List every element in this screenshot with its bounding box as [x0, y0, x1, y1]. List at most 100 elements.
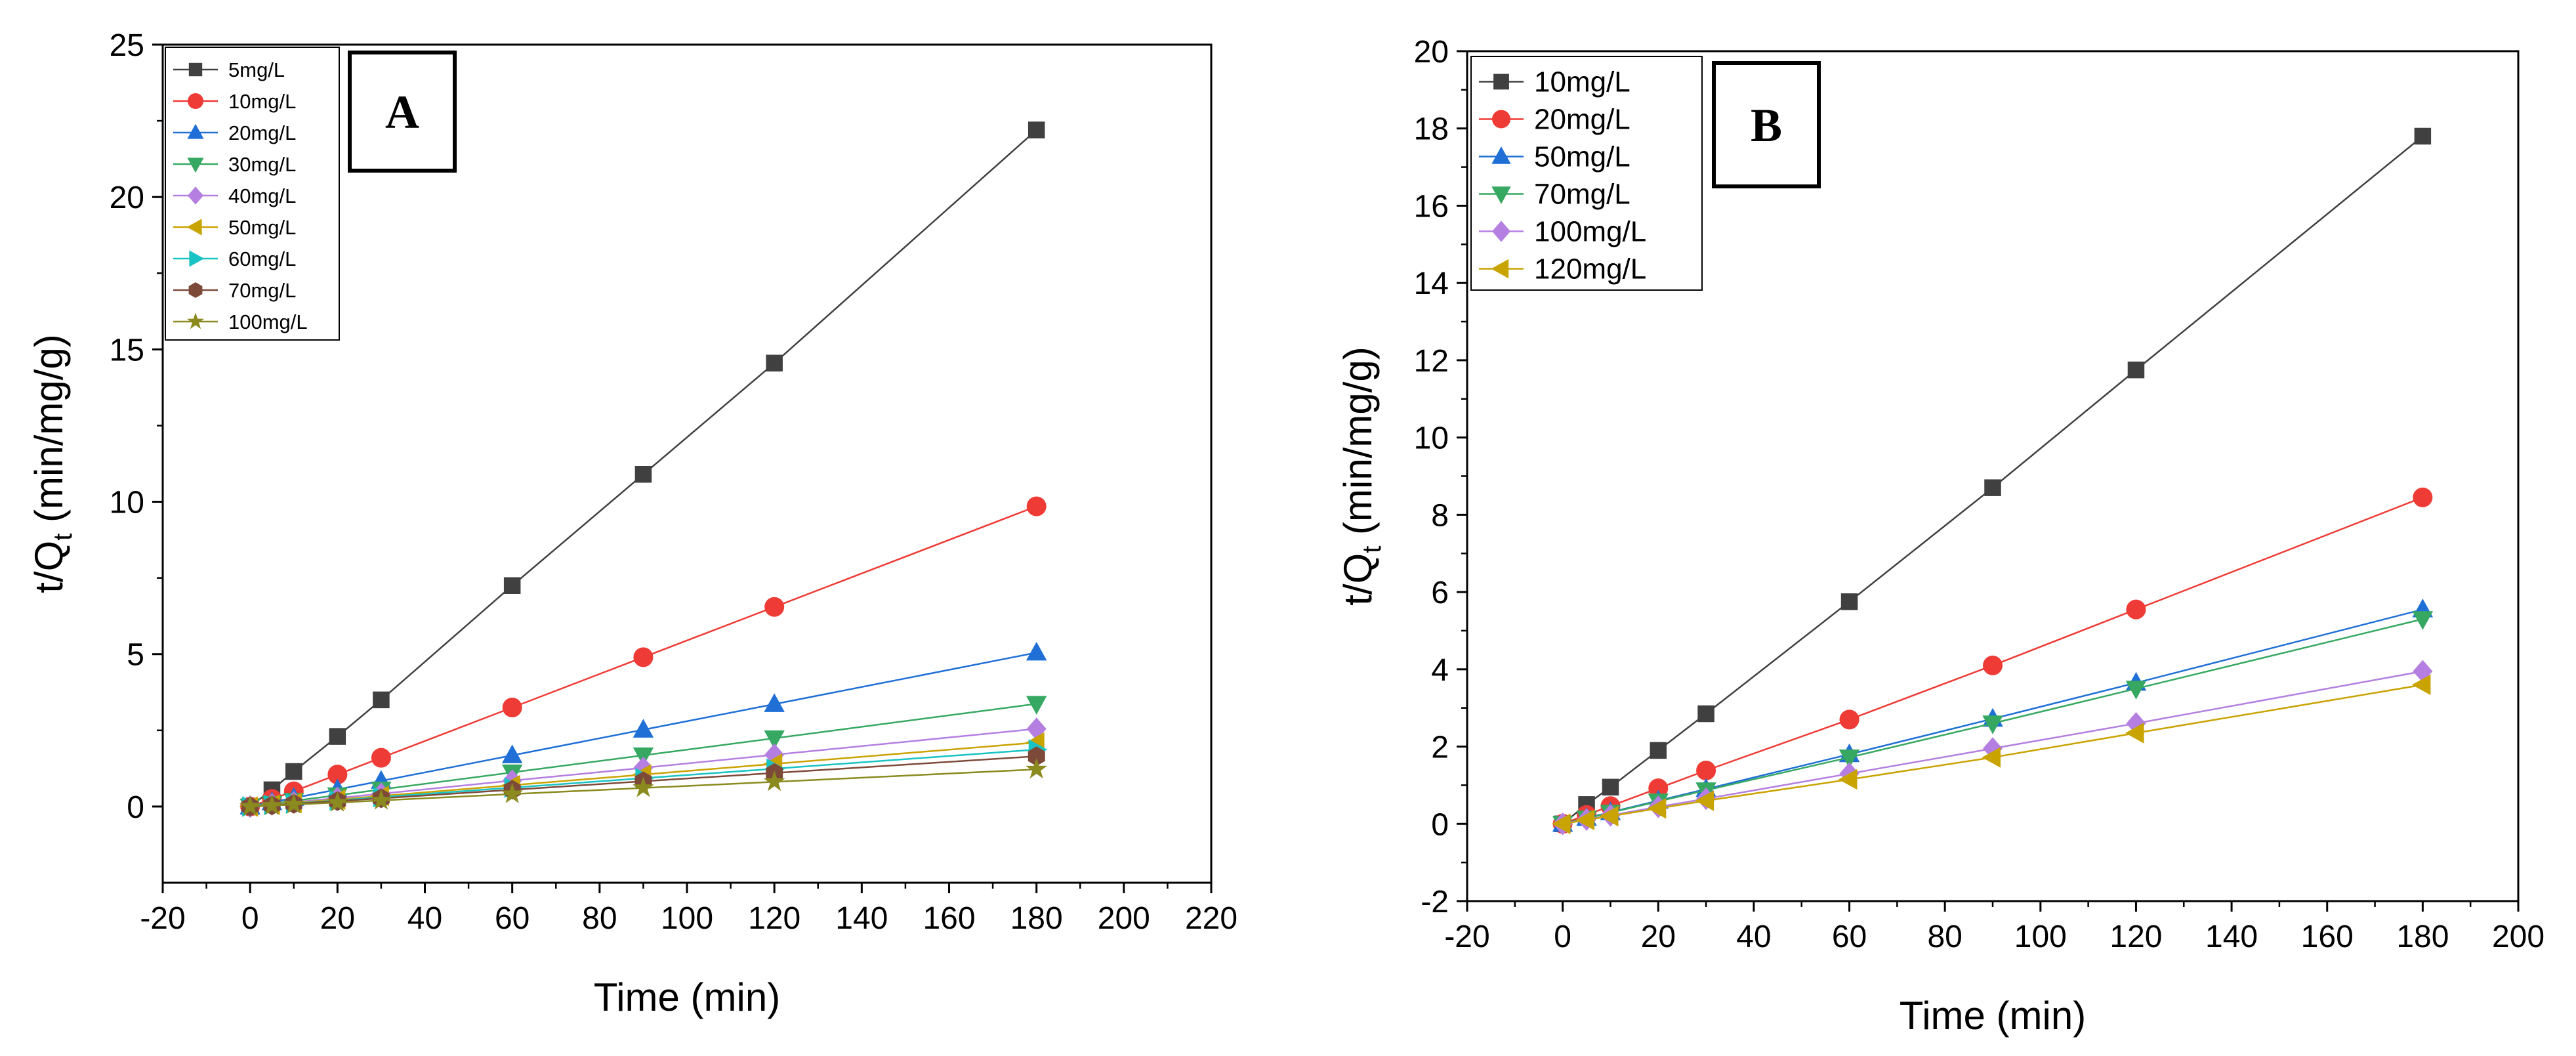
chart-a-x-tick-label: 40: [407, 901, 442, 936]
chart-b-series-100mg-l-point: [2126, 712, 2146, 735]
chart-a-x-tick-label: 60: [495, 901, 530, 936]
chart-a-series-5mg-l-point: [1028, 121, 1045, 138]
chart-a-legend-marker: [187, 123, 204, 139]
chart-a-legend-marker: [188, 62, 203, 77]
chart-a-legend-label: 20mg/L: [228, 121, 296, 144]
chart-a-legend-marker: [188, 186, 203, 205]
chart-a-legend-marker: [189, 250, 205, 267]
chart-b-x-tick-label: 120: [2109, 919, 2162, 954]
chart-a-series-100mg-l-point: [501, 782, 524, 803]
chart-b-series-120mg-l-point: [1982, 747, 2001, 768]
chart-b-series-10mg-l-point: [2127, 361, 2145, 379]
chart-b-legend-marker: [1491, 259, 1509, 279]
chart-b-y-tick-label: 4: [1431, 653, 1449, 688]
chart-a-y-tick-label: 20: [110, 180, 144, 215]
chart-b-y-tick-label: -2: [1421, 885, 1449, 919]
chart-a-series-30mg-l-point: [764, 730, 785, 750]
chart-b-legend-marker: [1491, 186, 1511, 204]
chart-b-series-120mg-l-point: [1695, 790, 1714, 811]
chart-b-legend-marker: [1492, 110, 1510, 129]
chart-b-legend-label: 100mg/L: [1534, 216, 1646, 248]
chart-a-legend-item: 100mg/L: [173, 310, 308, 333]
chart-a-series-20mg-l-point: [633, 719, 654, 738]
chart-b-x-tick-label: 100: [2014, 919, 2067, 954]
chart-b-series-10mg-l: [1554, 127, 2432, 833]
chart-a-legend-item: 5mg/L: [173, 58, 285, 81]
chart-b-series-20mg-l-point: [1983, 655, 2003, 675]
chart-a-series-100mg-l-point: [633, 776, 654, 797]
chart-a-legend-marker: [188, 282, 203, 298]
chart-b-series-10mg-l-point: [1602, 778, 1619, 796]
chart-a-series-5mg-l-point: [766, 354, 783, 372]
chart-a-panel-label-box: [348, 51, 457, 173]
chart-b-x-tick-label: 60: [1832, 919, 1867, 954]
chart-b-legend-item: 100mg/L: [1479, 216, 1646, 248]
chart-b-series-120mg-l-point: [1600, 805, 1619, 827]
chart-a-series-20mg-l-point: [501, 744, 523, 763]
chart-a-series-100mg-l-point: [239, 795, 261, 816]
chart-b-legend-item: 70mg/L: [1479, 179, 1631, 211]
chart-a-x-tick-label: 160: [923, 901, 975, 936]
chart-b-y-axis-title: t/Qt (min/mg/g): [1336, 347, 1386, 606]
chart-a-legend-marker: [187, 158, 204, 173]
chart-b-y-tick-label: 12: [1414, 344, 1449, 379]
chart-a-legend-label: 100mg/L: [228, 310, 308, 333]
chart-a-legend-label: 50mg/L: [228, 216, 296, 239]
chart-a-x-tick-label: -20: [140, 901, 185, 936]
chart-b-series-20mg-l-point: [1839, 709, 1859, 730]
chart-b-series-10mg-l-point: [1984, 479, 2001, 496]
chart-b-legend-label: 10mg/L: [1534, 66, 1631, 98]
chart-a-series-70mg-l-point: [1028, 746, 1045, 767]
chart-a-series-100mg-l-point: [283, 793, 305, 814]
chart-b-legend-label: 70mg/L: [1534, 179, 1631, 211]
chart-b-series-120mg-l-point: [2125, 723, 2144, 744]
chart-a-x-tick-label: 140: [835, 901, 888, 936]
chart-b-x-tick-label: 200: [2492, 919, 2545, 954]
chart-a-series-10mg-l-point: [502, 697, 522, 717]
chart-b-x-tick-label: 160: [2301, 919, 2354, 954]
chart-b-panel-label-text: B: [1751, 99, 1782, 152]
chart-a-legend-item: 10mg/L: [173, 90, 296, 113]
chart-a-x-axis-title: Time (min): [594, 975, 780, 1019]
chart-a-series-5mg-l-point: [503, 577, 521, 594]
chart-b-legend-item: 10mg/L: [1479, 66, 1631, 98]
chart-b-x-tick-label: 180: [2396, 919, 2449, 954]
chart-b-legend-marker: [1492, 221, 1510, 242]
chart-b-legend-marker: [1493, 74, 1509, 90]
chart-b-y-tick-label: 20: [1414, 35, 1449, 70]
chart-a-legend-label: 70mg/L: [228, 279, 296, 302]
chart-b-x-tick-label: 140: [2205, 919, 2258, 954]
chart-a-series-5mg-l-point: [285, 763, 302, 780]
chart-a-legend-label: 40mg/L: [228, 184, 296, 207]
chart-b-series-10mg-l-point: [1697, 705, 1714, 723]
chart-b-series-120mg-l-point: [2411, 674, 2431, 696]
chart-a-series-100mg-l-point: [1026, 758, 1048, 779]
chart-b-series-100mg-l: [1552, 660, 2433, 835]
chart-b-x-tick-label: 80: [1927, 919, 1962, 954]
chart-b-legend-item: 20mg/L: [1479, 104, 1631, 136]
chart-b-panel-label: B: [1712, 61, 1821, 188]
chart-a-series-100mg-l: [239, 758, 1048, 816]
chart-b-series-20mg-l-point: [1648, 778, 1669, 799]
chart-b-legend-marker: [1491, 146, 1511, 164]
chart-a-series-10mg-l-point: [327, 765, 348, 785]
chart-a-series-20mg-l-point: [764, 693, 785, 712]
chart-a-legend-marker: [186, 312, 205, 329]
chart-a-legend-label: 5mg/L: [228, 58, 285, 81]
chart-b-legend-box: [1470, 56, 1703, 291]
chart-a-legend-item: 60mg/L: [173, 247, 296, 270]
chart-a-series-100mg-l-point: [261, 794, 283, 815]
chart-a-x-tick-label: 120: [748, 901, 800, 936]
chart-b-y-tick-label: 16: [1414, 189, 1449, 224]
chart-a-x-tick-label: 180: [1010, 901, 1063, 936]
chart-a-y-tick-label: 10: [110, 486, 144, 520]
chart-a-series-100mg-l-point: [326, 791, 348, 812]
chart-a-series-5mg-l-point: [373, 691, 390, 709]
chart-b-series-70mg-l-point: [2125, 681, 2147, 700]
chart-a-legend: 5mg/L 10mg/L 20mg/L 30mg/L 40mg/L 50mg/L 60mg/…: [165, 47, 340, 341]
chart-b-y-tick-label: 14: [1414, 266, 1449, 301]
chart-a-x-tick-label: 20: [320, 901, 355, 936]
chart-a-legend-marker: [188, 93, 203, 109]
chart-a-y-tick-label: 0: [127, 790, 144, 825]
